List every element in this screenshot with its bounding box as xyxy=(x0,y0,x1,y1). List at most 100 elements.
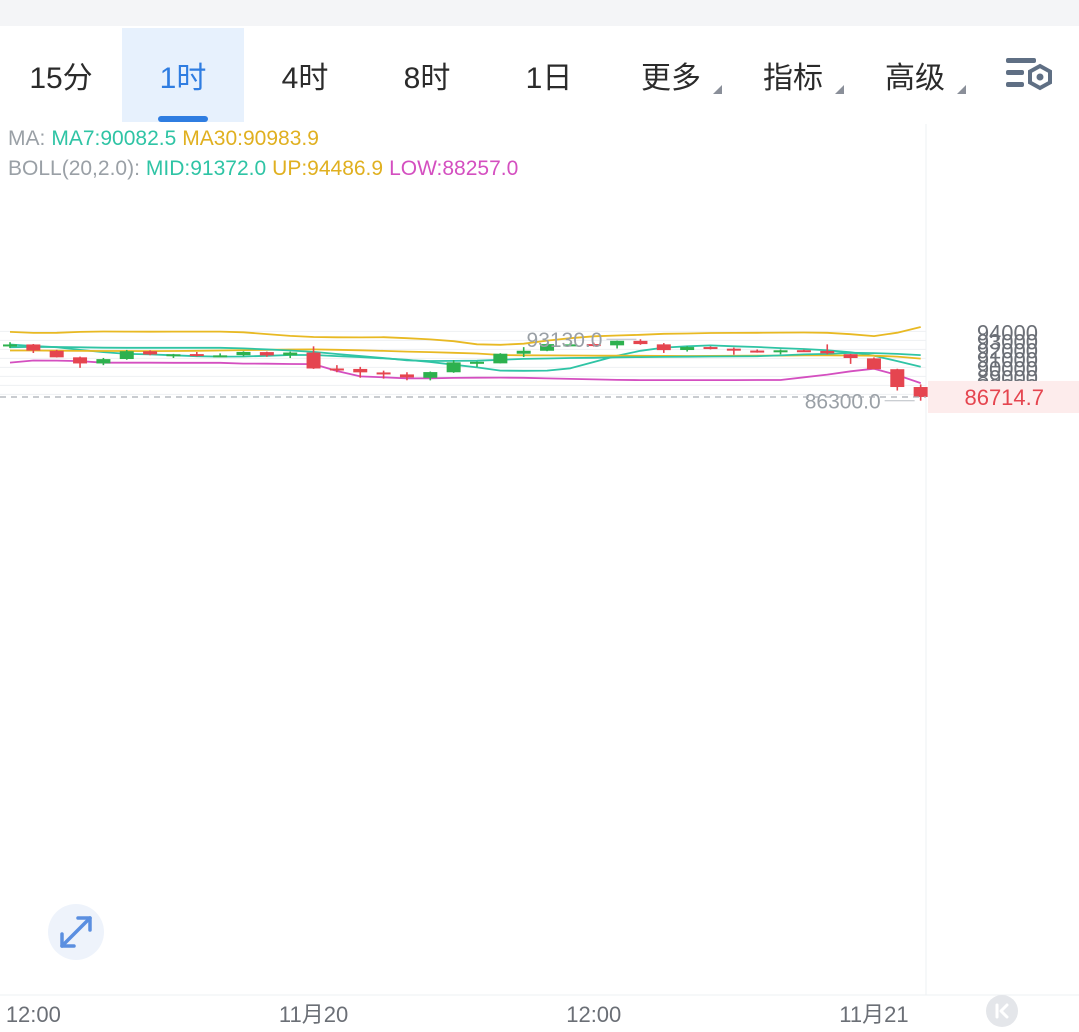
x-tick-label: 12:00 xyxy=(6,1002,61,1026)
candle-up xyxy=(540,343,555,352)
tab-label: 1日 xyxy=(525,62,573,95)
candle-up xyxy=(283,351,298,359)
candle-down xyxy=(73,356,88,368)
candle-up xyxy=(563,342,578,347)
timeframe-tab-bar: 15分 1时 4时 8时 1日 更多 指标 高级 xyxy=(0,28,1079,124)
boll-up-value: UP:94486.9 xyxy=(272,157,384,180)
candle-body xyxy=(376,372,391,375)
candle-up xyxy=(423,371,438,381)
y-tick-label: 90000 xyxy=(977,356,1038,381)
candle-up xyxy=(96,357,111,366)
candle-body xyxy=(283,352,298,356)
candle-body xyxy=(470,361,484,364)
y-tick-label: 93000 xyxy=(977,329,1038,354)
candle-down xyxy=(750,349,765,353)
candle-down xyxy=(890,368,905,391)
tab-label: 高级 xyxy=(885,62,945,95)
expand-chart-button[interactable] xyxy=(48,904,104,960)
candle-up xyxy=(119,349,134,360)
candle-body xyxy=(259,352,274,356)
candle-body xyxy=(703,347,718,350)
candle-down xyxy=(703,346,718,350)
candle-down xyxy=(843,353,858,364)
candle-up xyxy=(236,351,251,357)
candle-body xyxy=(446,362,461,373)
candle-down xyxy=(726,347,741,355)
tab-advanced-dropdown[interactable]: 高级 xyxy=(854,28,976,122)
candle-body xyxy=(633,340,648,345)
boll-low-line xyxy=(9,359,921,384)
indicator-lines xyxy=(9,326,921,384)
candle-body xyxy=(96,359,111,364)
candle-down xyxy=(306,346,321,369)
candle-down xyxy=(633,339,648,345)
tab-more-dropdown[interactable]: 更多 xyxy=(610,28,732,122)
candle-body xyxy=(49,350,64,358)
tab-8hour[interactable]: 8时 xyxy=(366,28,488,122)
candle-down xyxy=(353,366,368,378)
boll-mid-value: MID:91372.0 xyxy=(145,157,267,180)
candle-down xyxy=(399,372,414,381)
boll-legend: BOLL(20,2.0): MID:91372.0 UP:94486.9 LOW:88… xyxy=(8,157,524,181)
candle-up xyxy=(446,360,461,373)
candle-body xyxy=(726,348,741,351)
ma-legend: MA: MA7:90082.5 MA30:90983.9 xyxy=(8,127,325,151)
tab-1hour[interactable]: 1时 xyxy=(122,28,244,122)
candle-body xyxy=(820,350,835,354)
candle-down xyxy=(329,365,344,373)
tab-label: 指标 xyxy=(763,62,823,95)
candle-down xyxy=(376,370,391,379)
active-tab-indicator xyxy=(158,116,208,122)
current-price-label: 86714.7 xyxy=(964,385,1044,410)
tab-indicators-dropdown[interactable]: 指标 xyxy=(732,28,854,122)
candle-body xyxy=(866,358,881,370)
ma-prefix: MA: xyxy=(8,127,46,150)
candle-body xyxy=(119,351,134,360)
candle-up xyxy=(166,353,181,358)
dropdown-triangle-icon xyxy=(957,85,966,94)
candle-down xyxy=(49,349,64,358)
axis-labels: 8700088000890009000091000920009300094000… xyxy=(0,320,1079,1026)
tab-4hour[interactable]: 4时 xyxy=(244,28,366,122)
candle-body xyxy=(540,344,555,351)
candle-down xyxy=(866,357,881,370)
candle-body xyxy=(353,368,368,373)
tab-label: 1时 xyxy=(159,62,207,95)
tab-1day[interactable]: 1日 xyxy=(488,28,610,122)
tab-label: 15分 xyxy=(29,62,93,95)
x-tick-label: 11月21 xyxy=(839,1002,908,1026)
candle-up xyxy=(680,346,695,352)
tab-label: 更多 xyxy=(641,62,701,95)
candle-down xyxy=(913,384,928,401)
ma7-value: MA7:90082.5 xyxy=(51,127,177,150)
candle-body xyxy=(680,347,695,351)
y-tick-label: 91000 xyxy=(977,347,1038,372)
candle-up xyxy=(773,349,788,355)
candle-body xyxy=(563,344,578,347)
candle-body xyxy=(773,350,788,353)
scroll-to-latest-button[interactable] xyxy=(986,995,1018,1027)
candle-body xyxy=(423,372,438,378)
candle-up xyxy=(493,353,508,364)
tab-label: 4时 xyxy=(281,62,329,95)
tab-15min[interactable]: 15分 xyxy=(0,28,122,122)
candle-down xyxy=(820,344,835,355)
candle-body xyxy=(750,350,765,353)
candle-body xyxy=(3,344,17,347)
grid-lines xyxy=(0,124,1079,996)
candle-down xyxy=(656,343,671,353)
candle-down xyxy=(586,342,601,347)
candlestick-chart[interactable]: 8700088000890009000091000920009300094000… xyxy=(0,120,1079,1026)
candle-down xyxy=(189,352,204,357)
candle-body xyxy=(213,355,228,358)
candle-body xyxy=(189,354,204,357)
high-price-label: 93130.0 xyxy=(527,329,603,352)
ma30-value: MA30:90983.9 xyxy=(182,127,319,150)
tab-label: 8时 xyxy=(403,62,451,95)
candle-down xyxy=(259,351,274,357)
chart-settings-icon[interactable] xyxy=(1000,52,1060,102)
low-price-label: 86300.0 xyxy=(805,391,881,414)
dropdown-triangle-icon xyxy=(835,85,844,94)
x-tick-label: 11月20 xyxy=(279,1002,348,1026)
candle-body xyxy=(796,350,811,353)
